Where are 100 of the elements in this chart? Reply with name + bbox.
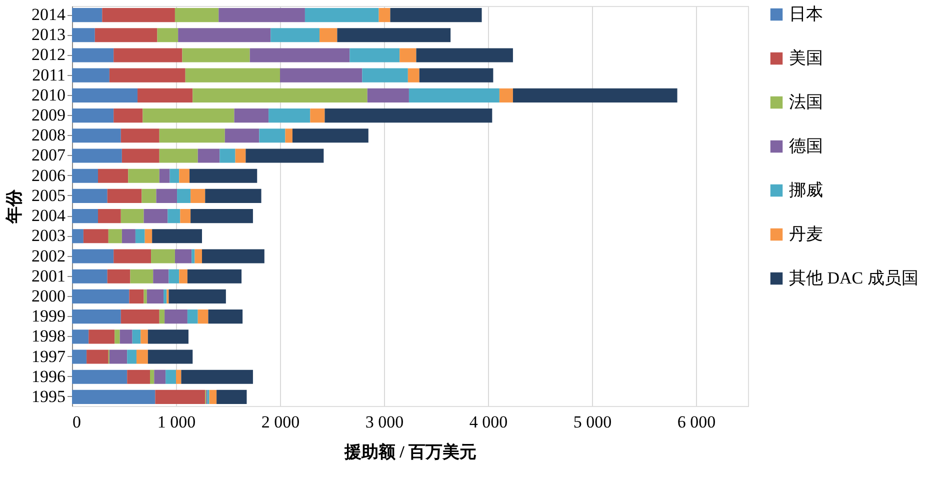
bar xyxy=(120,310,160,324)
bar xyxy=(198,148,220,163)
y-tick-label: 2014 xyxy=(32,5,66,24)
bar xyxy=(72,350,87,364)
bar xyxy=(268,108,310,123)
bar xyxy=(120,209,144,224)
bar xyxy=(98,209,121,224)
bar xyxy=(144,209,168,224)
bar xyxy=(190,188,206,203)
bar xyxy=(151,249,175,264)
y-tick-label: 1999 xyxy=(32,306,66,326)
bar xyxy=(159,148,198,163)
bar xyxy=(192,88,368,102)
bar xyxy=(72,390,156,404)
bar xyxy=(190,209,253,224)
bar xyxy=(88,330,115,344)
bar xyxy=(176,370,182,384)
bar xyxy=(416,48,513,62)
bar xyxy=(408,68,420,82)
bar xyxy=(142,108,234,123)
bar xyxy=(136,350,148,364)
bar xyxy=(72,289,130,304)
bar xyxy=(72,148,122,163)
bar xyxy=(109,68,186,82)
bar xyxy=(209,390,217,404)
bar xyxy=(174,8,219,22)
bar xyxy=(72,8,102,22)
bar xyxy=(198,310,208,324)
legend-label: 美国 xyxy=(789,48,823,68)
legend-label: 丹麦 xyxy=(789,224,823,244)
bar xyxy=(192,249,195,264)
bar xyxy=(350,48,400,62)
x-axis-title: 援助额 / 百万美元 xyxy=(343,442,477,462)
bar xyxy=(152,229,202,244)
y-tick-label: 2008 xyxy=(32,126,66,145)
bar xyxy=(72,128,121,143)
bar xyxy=(148,350,193,364)
y-tick-label: 2007 xyxy=(32,146,66,165)
bar xyxy=(168,269,180,284)
bar xyxy=(324,108,492,123)
bar xyxy=(83,229,108,244)
x-tick-label: 3 000 xyxy=(365,412,404,432)
y-tick-label: 2001 xyxy=(32,266,66,286)
bar xyxy=(320,28,338,42)
bar xyxy=(164,289,167,304)
y-tick-label: 1996 xyxy=(32,366,66,386)
bar xyxy=(159,128,225,143)
y-tick-label: 2005 xyxy=(32,186,66,205)
bar xyxy=(367,88,409,102)
bar xyxy=(194,249,202,264)
bar xyxy=(98,168,128,183)
bar xyxy=(122,229,136,244)
legend-label: 日本 xyxy=(789,4,823,24)
bar xyxy=(208,310,243,324)
bar xyxy=(72,108,114,123)
bar xyxy=(86,350,108,364)
bar xyxy=(144,229,152,244)
y-tick-label: 2013 xyxy=(32,25,66,44)
bar xyxy=(120,330,132,344)
y-tick-label: 1995 xyxy=(32,386,66,406)
y-tick-label: 2011 xyxy=(32,65,66,84)
bar xyxy=(135,229,145,244)
bar xyxy=(224,128,260,143)
x-tick-label: 6 000 xyxy=(677,412,716,432)
y-tick-label: 2006 xyxy=(32,166,66,185)
bar xyxy=(150,370,154,384)
bar xyxy=(337,28,451,42)
bar xyxy=(72,310,121,324)
bar xyxy=(72,269,108,284)
bar xyxy=(178,28,271,42)
bar xyxy=(129,289,144,304)
bar xyxy=(202,249,264,264)
bar xyxy=(146,289,164,304)
bar xyxy=(205,188,262,203)
bar xyxy=(138,88,193,102)
bar xyxy=(72,249,114,264)
y-tick-label: 2012 xyxy=(32,45,66,64)
bar xyxy=(159,168,170,183)
bar xyxy=(120,128,160,143)
bar xyxy=(72,48,114,62)
bar xyxy=(280,68,362,82)
bar xyxy=(159,310,165,324)
bar xyxy=(512,88,678,102)
bar xyxy=(177,188,191,203)
bar xyxy=(270,28,320,42)
bar xyxy=(181,370,253,384)
legend-label: 其他 DAC 成员国 xyxy=(789,268,918,288)
bar xyxy=(72,330,89,344)
bar xyxy=(304,8,379,22)
bar xyxy=(259,128,286,143)
bar xyxy=(154,370,166,384)
bar xyxy=(122,148,160,163)
bar xyxy=(190,168,258,183)
bar xyxy=(127,350,136,364)
bar xyxy=(157,28,178,42)
bar xyxy=(127,370,150,384)
bar xyxy=(390,8,482,22)
bar xyxy=(166,370,176,384)
bar xyxy=(155,390,206,404)
y-tick-label: 2004 xyxy=(32,206,66,226)
